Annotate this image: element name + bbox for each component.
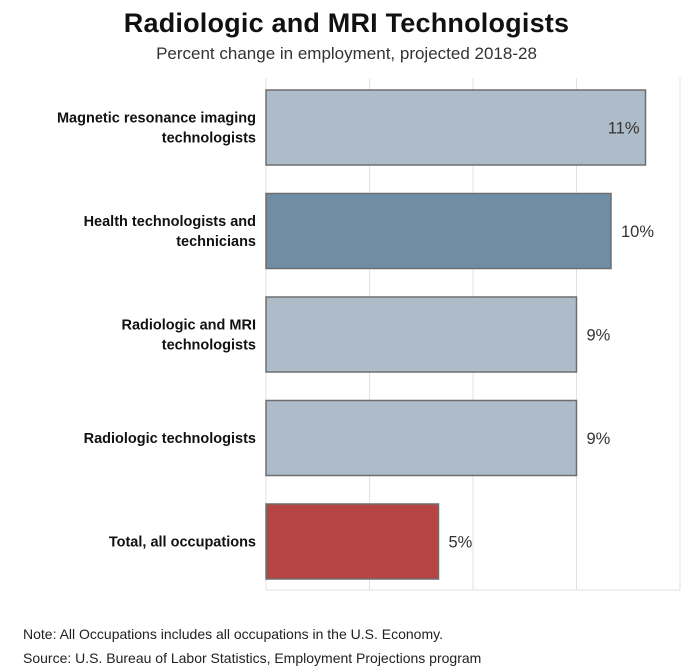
bar <box>265 503 440 580</box>
chart-note: Note: All Occupations includes all occup… <box>23 626 443 642</box>
bars <box>265 89 647 580</box>
bar <box>265 192 612 270</box>
data-label: 10% <box>621 223 654 241</box>
bar <box>265 296 578 373</box>
category-label: Radiologic and MRI technologists <box>121 318 256 354</box>
chart-subtitle: Percent change in employment, projected … <box>156 44 537 63</box>
category-label: Health technologists and technicians <box>84 214 256 250</box>
chart-title: Radiologic and MRI Technologists <box>123 8 570 38</box>
category-label: Radiologic technologists <box>84 431 256 447</box>
data-label: 5% <box>449 534 473 552</box>
category-label: Total, all occupations <box>109 535 256 551</box>
bar <box>265 399 578 477</box>
data-label: 11% <box>608 120 640 138</box>
category-label: Magnetic resonance imaging technologists <box>57 111 256 147</box>
data-label: 9% <box>587 327 611 345</box>
labels: 11% Magnetic resonance imaging technologis… <box>57 111 654 552</box>
bar <box>265 89 647 166</box>
chart-source: Source: U.S. Bureau of Labor Statistics,… <box>23 650 482 666</box>
data-label: 9% <box>587 430 611 448</box>
